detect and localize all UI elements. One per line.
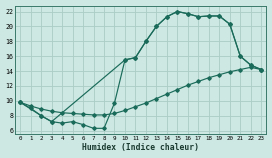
X-axis label: Humidex (Indice chaleur): Humidex (Indice chaleur) — [82, 143, 199, 152]
